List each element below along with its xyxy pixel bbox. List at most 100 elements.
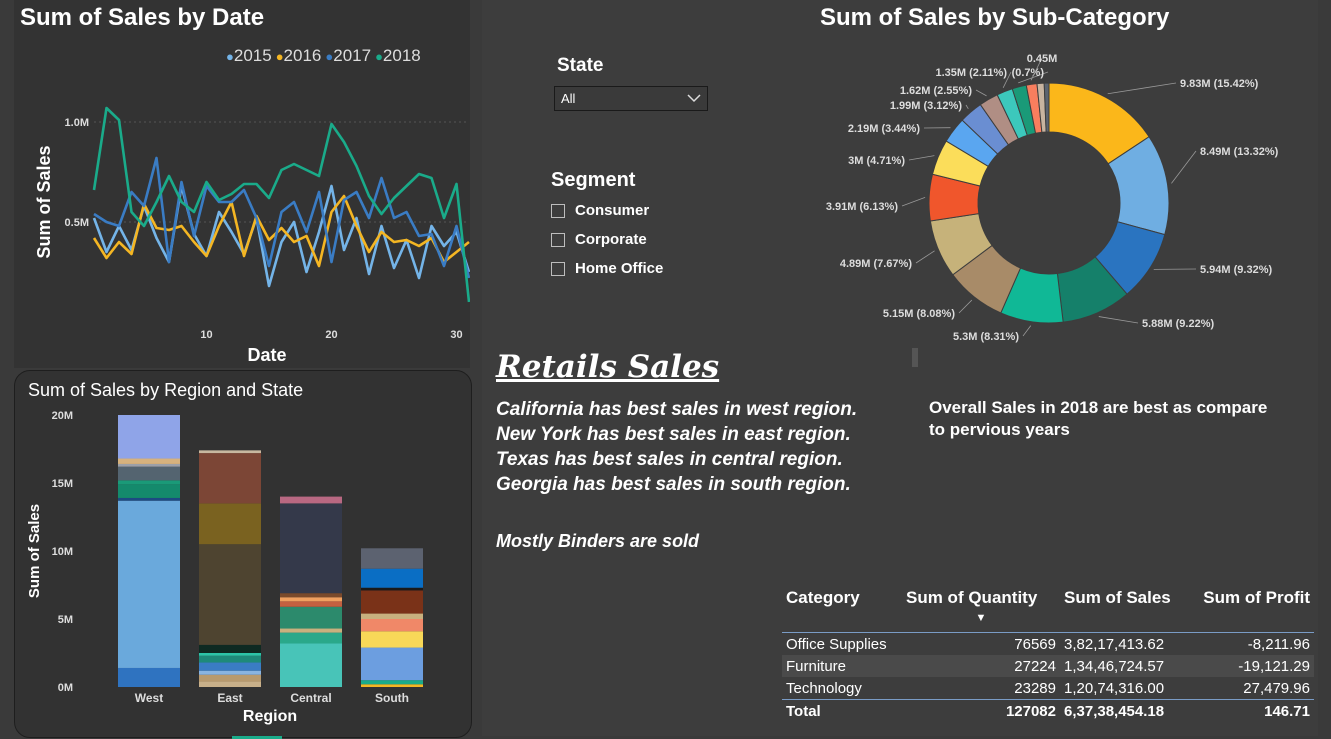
line-chart-legend: ●2015 ●2016 ●2017 ●2018 [226,46,421,66]
slice-label: 5.88M (9.22%) [1142,318,1214,330]
bar-segment [280,643,342,687]
overall-note-line: to pervious years [929,420,1070,439]
bar-segment [361,568,423,588]
sort-desc-icon[interactable]: ▼ [975,612,987,624]
y-axis-label: Sum of Sales [34,145,54,258]
table-row[interactable]: Office Supplies 76569 3,82,17,413.62 -8,… [782,633,1314,656]
state-dropdown[interactable]: All [554,86,708,111]
bar-segment [118,463,180,467]
checkbox-icon[interactable] [551,203,565,218]
story-line: Texas has best sales in central region. [496,449,843,470]
bar-segment [199,670,261,675]
series-line-2018 [92,106,470,303]
column-header[interactable]: Category [786,588,860,607]
x-tick-label: East [217,691,242,705]
x-tick-label: South [375,691,409,705]
bar-segment [361,613,423,619]
segment-option-home-office[interactable]: Home Office [551,260,663,277]
bar-segment [118,667,180,687]
line-chart-svg: 1.0M 0.5M 10 20 30 Date Sum of Sales [34,106,470,365]
bar-segment [118,466,180,481]
segment-option-corporate[interactable]: Corporate [551,231,647,248]
y-tick-label: 0M [58,682,73,694]
table-cell: Technology [786,679,862,697]
leader-line [901,196,926,207]
bar-segment [361,631,423,648]
legend-item[interactable]: ●2015 [226,46,272,66]
table-cell: Office Supplies [786,635,887,653]
legend-label: 2017 [333,46,372,65]
leader-line [958,299,973,314]
scroll-handle[interactable] [912,348,918,367]
leader-line [965,104,969,110]
line-chart-title: Sum of Sales by Date [20,4,265,31]
bar-segment [199,655,261,663]
table-cell: 6,37,38,454.18 [1060,699,1184,722]
table-cell: 27224 [1014,657,1056,675]
chevron-down-icon [687,94,701,103]
series-line-2016 [92,194,470,268]
slice-label: 3.91M (6.13%) [826,201,898,213]
column-header[interactable]: Sum of Quantity ▼ [902,586,1060,633]
y-tick-label: 0.5M [65,217,89,229]
checkbox-icon[interactable] [551,232,565,247]
bar-segment [199,681,261,687]
region-chart-panel[interactable]: Sum of Sales by Region and State 20M 15M 1… [14,370,472,738]
legend-item[interactable]: ●2017 [325,46,371,66]
line-chart-panel[interactable]: Sum of Sales by Date ●2015 ●2016 ●2017 ●201… [14,0,470,368]
page-tab-indicator[interactable] [232,736,282,739]
column-header[interactable]: Sum of Profit [1203,588,1310,607]
bar-segment [280,628,342,633]
bar-segment [118,484,180,498]
table-cell: 1,34,46,724.57 [1064,657,1165,675]
bar-segment [280,593,342,598]
x-axis-label: Region [243,708,297,725]
x-axis-label: Date [247,345,286,365]
slice-label: 0.45M [1027,53,1058,65]
legend-dot-icon: ● [375,49,383,64]
state-slicer-title: State [557,55,604,76]
bar-segment [199,662,261,671]
overall-note: Overall Sales in 2018 are best as compar… [929,397,1267,441]
y-tick-label: 1.0M [65,117,89,129]
binders-note: Mostly Binders are sold [496,531,700,551]
table-cell: -8,211.96 [1247,635,1310,653]
bar-segment [361,680,423,685]
bar-segment [280,496,342,504]
segment-option-consumer[interactable]: Consumer [551,202,649,219]
legend-label: 2018 [382,46,421,65]
x-tick-label: 20 [325,329,337,341]
column-header-label: Sum of Quantity [906,588,1038,607]
x-tick-label: Central [290,691,331,705]
table-cell: 1,20,74,316.00 [1064,679,1165,697]
leader-line [1018,71,1049,84]
leader-line [1098,316,1139,324]
bar-segment [361,619,423,632]
bar-segment [118,480,180,485]
legend-item[interactable]: ●2018 [375,46,421,66]
table-row[interactable]: Furniture 27224 1,34,46,724.57 -19,121.2… [782,655,1314,677]
donut-chart-svg: 9.83M (15.42%) 8.49M (13.32%) 5.94M (9.32%… [826,53,1279,343]
table-header-row: Category Sum of Quantity ▼ Sum of Sales … [782,586,1314,633]
legend-item[interactable]: ●2016 [276,46,322,66]
leader-line [1022,325,1032,337]
segment-slicer-title: Segment [551,169,636,191]
legend-dot-icon: ● [226,49,234,64]
donut-title: Sum of Sales by Sub-Category [820,4,1170,31]
bar-segment [118,497,180,501]
bar-segment [361,647,423,681]
table-row[interactable]: Technology 23289 1,20,74,316.00 27,479.9… [782,677,1314,700]
bar-segment [280,606,342,629]
category-table: Category Sum of Quantity ▼ Sum of Sales … [782,586,1314,722]
x-tick-label: 30 [450,329,462,341]
series-line-2017 [93,156,470,279]
column-header[interactable]: Sum of Sales [1064,588,1171,607]
y-tick-label: 20M [52,410,73,422]
bar-segment [199,644,261,653]
bar-segment [280,597,342,602]
bar-segment [199,450,261,454]
table-cell: Furniture [786,657,847,675]
bar-segment [361,590,423,614]
checkbox-icon[interactable] [551,261,565,276]
bar-segment [118,415,180,459]
